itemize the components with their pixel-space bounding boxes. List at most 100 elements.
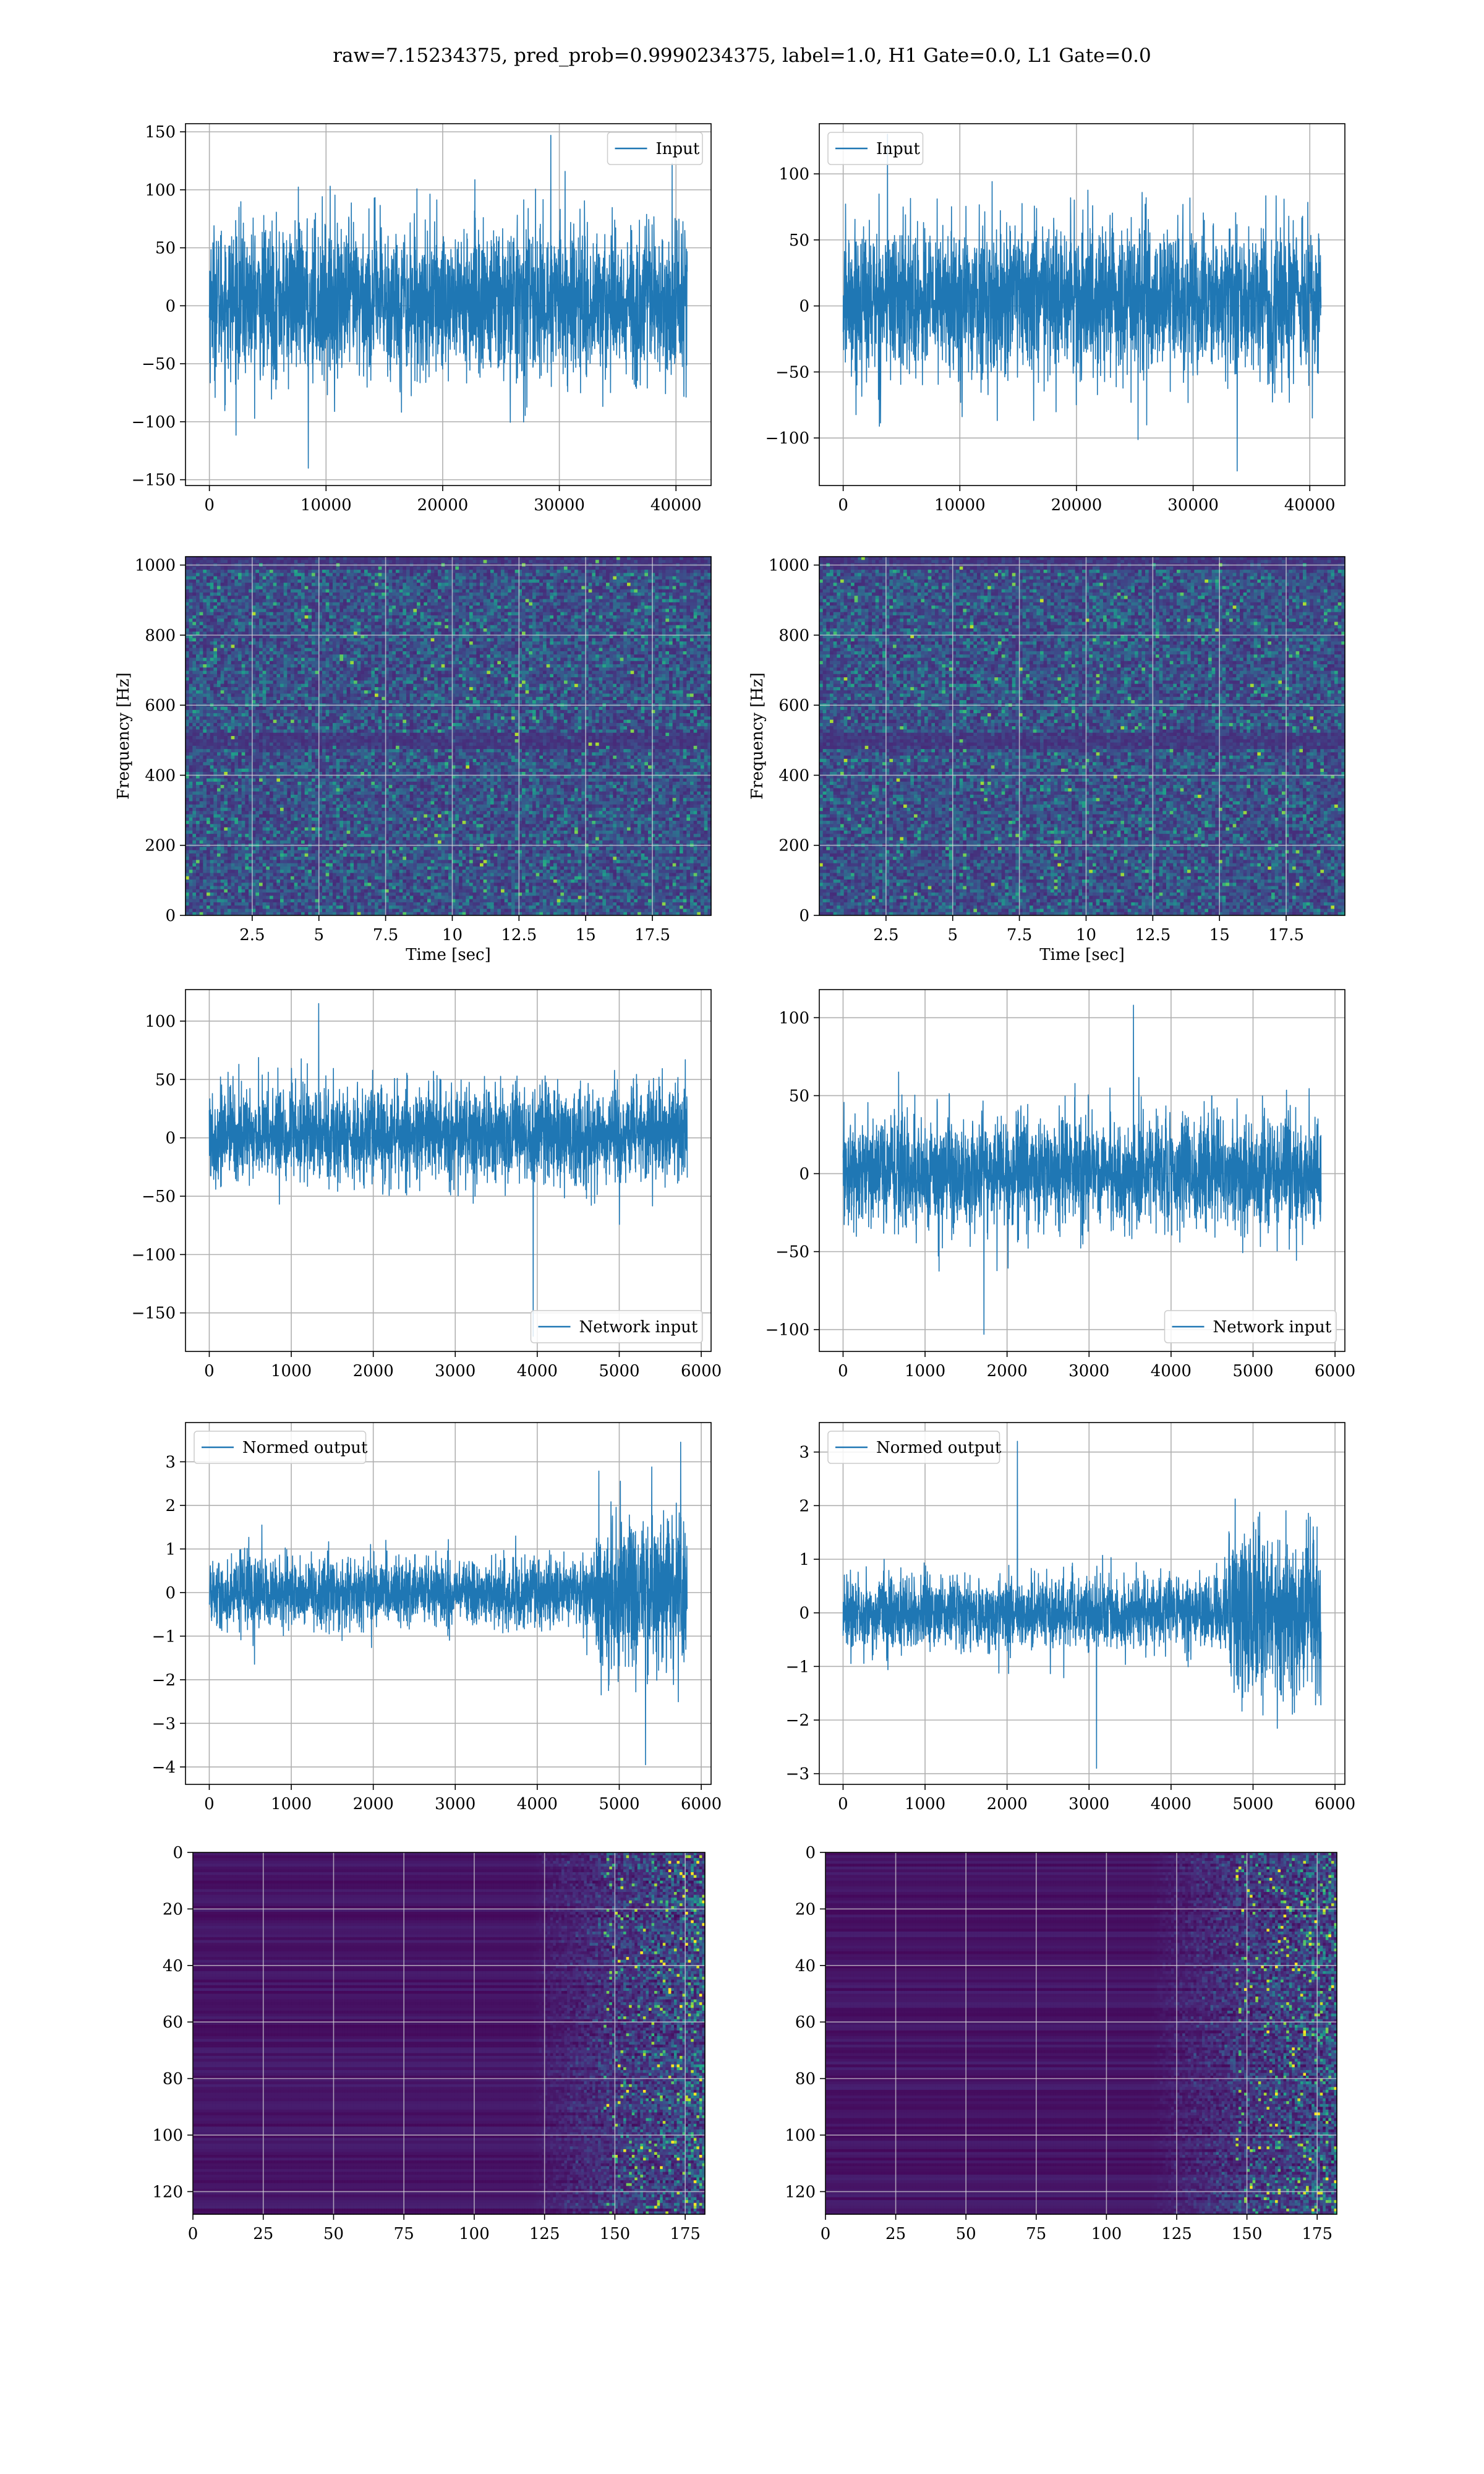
- heatmap-cell: [686, 586, 690, 589]
- h1-input-legend: Input: [608, 132, 703, 165]
- heatmap-cell: [441, 593, 445, 596]
- heatmap-cell: [515, 586, 519, 589]
- heatmap-cell: [683, 576, 687, 580]
- heatmap-cell: [333, 576, 336, 580]
- heatmap-cell: [255, 589, 259, 593]
- heatmap-cell: [378, 567, 382, 570]
- heatmap-cell: [339, 573, 343, 576]
- heatmap-cell: [526, 596, 529, 599]
- heatmap-cell: [350, 599, 354, 603]
- heatmap-cell: [515, 593, 519, 596]
- heatmap-cell: [638, 583, 641, 586]
- h1-spectrogram-chart: 2.5 5 7.5 10 12.5 15 17.502004006008001000Time…: [114, 557, 712, 964]
- heatmap-cell: [557, 596, 561, 599]
- heatmap-cell: [357, 567, 361, 570]
- heatmap-cell: [350, 560, 354, 563]
- heatmap-cell: [634, 567, 638, 570]
- heatmap-cell: [375, 583, 378, 586]
- heatmap-cell: [539, 586, 543, 589]
- heatmap-cell: [676, 586, 680, 589]
- heatmap-cell: [413, 570, 417, 573]
- heatmap-cell: [494, 589, 498, 593]
- heatmap-cell: [276, 573, 280, 576]
- heatmap-cell: [616, 589, 620, 593]
- heatmap-cell: [511, 570, 515, 573]
- heatmap-cell: [539, 583, 543, 586]
- heatmap-cell: [322, 580, 326, 583]
- heatmap-cell: [326, 567, 330, 570]
- heatmap-cell: [259, 599, 263, 603]
- heatmap-cell: [354, 580, 357, 583]
- heatmap-cell: [529, 560, 532, 563]
- heatmap-cell: [697, 596, 701, 599]
- heatmap-cell: [694, 580, 697, 583]
- heatmap-cell: [217, 557, 221, 560]
- heatmap-cell: [270, 593, 273, 596]
- heatmap-cell: [469, 557, 473, 560]
- heatmap-cell: [368, 580, 372, 583]
- heatmap-cell: [522, 576, 526, 580]
- heatmap-cell: [568, 560, 571, 563]
- heatmap-cell: [662, 557, 666, 560]
- heatmap-cell: [473, 576, 477, 580]
- heatmap-cell: [339, 570, 343, 573]
- heatmap-cell: [336, 576, 340, 580]
- heatmap-cell: [413, 576, 417, 580]
- heatmap-cell: [543, 596, 547, 599]
- heatmap-cell: [620, 580, 624, 583]
- heatmap-cell: [427, 596, 431, 599]
- tick-label-x: 10000: [301, 496, 352, 515]
- heatmap-cell: [378, 593, 382, 596]
- heatmap-cell: [403, 593, 406, 596]
- heatmap-cell: [189, 596, 193, 599]
- heatmap-cell: [266, 576, 270, 580]
- heatmap-cell: [333, 589, 336, 593]
- heatmap-cell: [529, 583, 532, 586]
- heatmap-cell: [581, 560, 585, 563]
- heatmap-cell: [259, 580, 263, 583]
- heatmap-cell: [497, 580, 501, 583]
- heatmap-cell: [322, 570, 326, 573]
- heatmap-cell: [676, 570, 680, 573]
- heatmap-cell: [291, 560, 294, 563]
- heatmap-cell: [221, 560, 224, 563]
- heatmap-cell: [270, 567, 273, 570]
- heatmap-cell: [336, 573, 340, 576]
- heatmap-cell: [469, 580, 473, 583]
- heatmap-cell: [322, 557, 326, 560]
- heatmap-cell: [490, 570, 494, 573]
- heatmap-cell: [683, 589, 687, 593]
- heatmap-cell: [245, 567, 249, 570]
- heatmap-cell: [497, 570, 501, 573]
- heatmap-cell: [234, 596, 238, 599]
- heatmap-cell: [438, 596, 441, 599]
- heatmap-cell: [669, 596, 673, 599]
- heatmap-cell: [441, 557, 445, 560]
- heatmap-cell: [420, 573, 424, 576]
- heatmap-cell: [469, 567, 473, 570]
- heatmap-cell: [234, 567, 238, 570]
- heatmap-cell: [616, 570, 620, 573]
- heatmap-cell: [371, 570, 375, 573]
- heatmap-cell: [680, 560, 683, 563]
- heatmap-cell: [606, 596, 610, 599]
- heatmap-cell: [445, 596, 448, 599]
- heatmap-cell: [203, 567, 207, 570]
- heatmap-cell: [427, 560, 431, 563]
- heatmap-cell: [438, 586, 441, 589]
- heatmap-cell: [627, 573, 631, 576]
- heatmap-cell: [192, 567, 196, 570]
- heatmap-cell: [480, 593, 484, 596]
- heatmap-cell: [431, 570, 435, 573]
- heatmap-cell: [655, 560, 659, 563]
- heatmap-cell: [641, 560, 645, 563]
- heatmap-cell: [427, 567, 431, 570]
- heatmap-cell: [301, 576, 305, 580]
- heatmap-cell: [364, 586, 368, 589]
- heatmap-cell: [557, 560, 561, 563]
- heatmap-cell: [347, 576, 351, 580]
- heatmap-cell: [659, 573, 662, 576]
- heatmap-cell: [476, 596, 480, 599]
- heatmap-cell: [571, 573, 574, 576]
- tick-label-x: 20000: [417, 496, 469, 515]
